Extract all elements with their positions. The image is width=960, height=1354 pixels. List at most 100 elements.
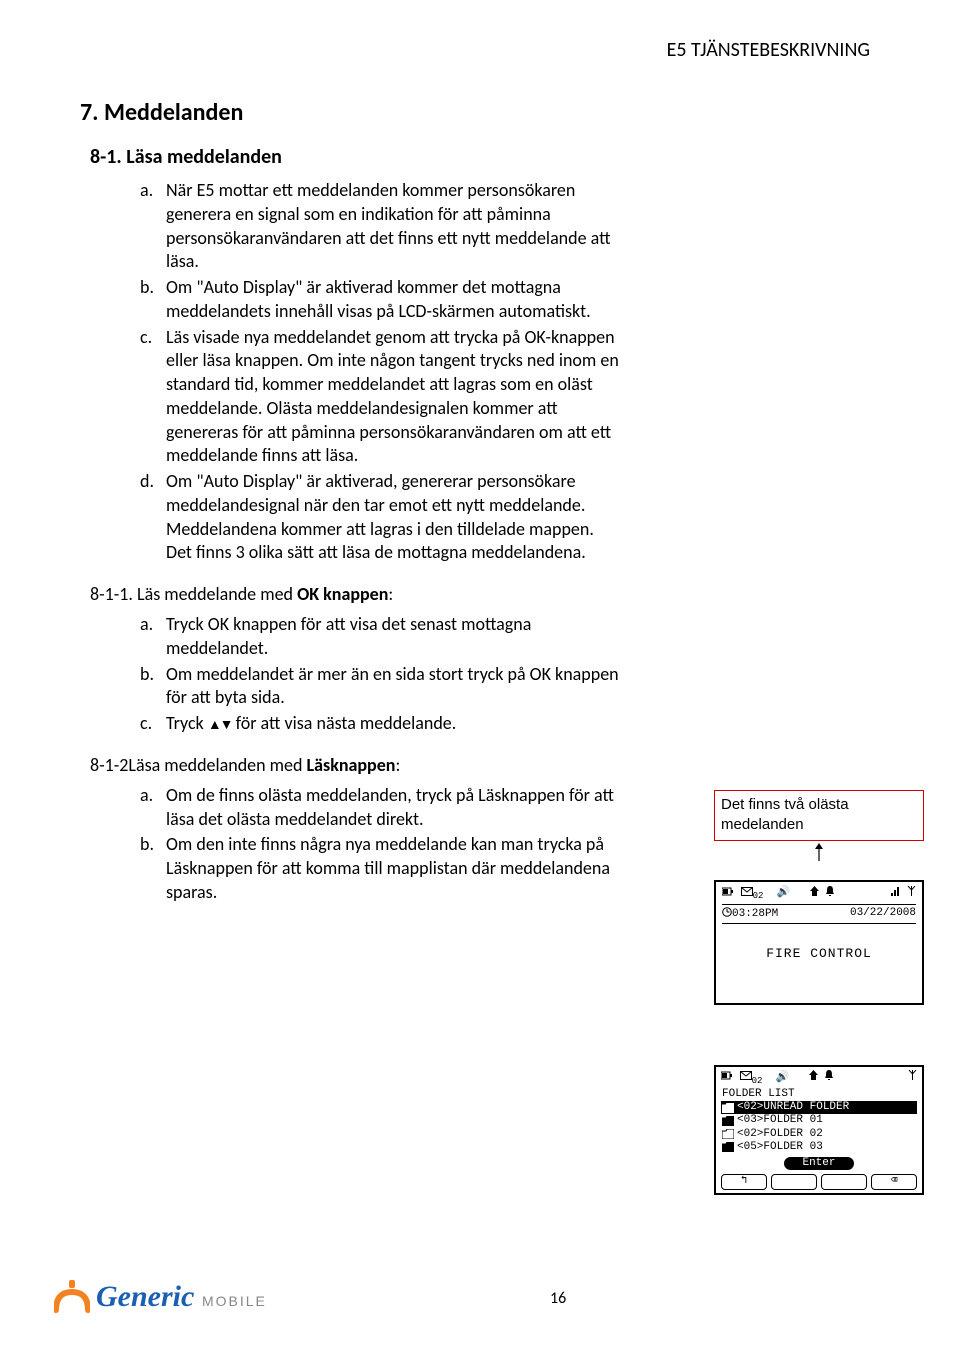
antenna-icon [908, 1070, 917, 1080]
home-icon [809, 1070, 818, 1080]
callout-box: Det finns två olästa medelanden [714, 790, 924, 841]
list-text: Om den inte finns några nya meddelande k… [166, 833, 610, 903]
section-8-1-1-title: 8-1-1. Läs meddelande med OK knappen: [90, 583, 620, 605]
brand-sub: MOBILE [202, 1293, 267, 1309]
list-8-1-1: a.Tryck OK knappen för att visa det sena… [140, 613, 620, 736]
list-marker: b. [140, 276, 154, 300]
lcd2-folder-list: <02>UNREAD FOLDER<03>FOLDER 01<02>FOLDER… [721, 1101, 917, 1154]
speaker-icon: 🔊 [776, 1072, 790, 1084]
lcd2-softkey-row: ↰ ⌫ [721, 1174, 917, 1190]
callout-line2: medelanden [721, 815, 917, 835]
bell-icon [826, 886, 834, 896]
lcd2-folder-item: <02>FOLDER 02 [721, 1128, 917, 1141]
lcd-status-left: 02 🔊 [722, 886, 834, 902]
folder-icon [722, 1142, 734, 1152]
list-marker: d. [140, 470, 154, 494]
antenna-icon [907, 886, 916, 896]
lcd2-folder-item: <02>UNREAD FOLDER [721, 1101, 917, 1114]
list-text: Om "Auto Display" är aktiverad, generera… [166, 470, 594, 563]
list-item: d. Om "Auto Display" är aktiverad, genere… [140, 470, 620, 565]
logo-text: Generic MOBILE [96, 1280, 267, 1314]
content-column: 8-1. Läsa meddelanden a. När E5 mottar et… [80, 145, 620, 905]
list-marker: c. [140, 712, 152, 736]
lcd2-enter-label: Enter [784, 1157, 853, 1170]
signal-icon [891, 886, 900, 896]
text-pre: Tryck [166, 712, 208, 734]
folder-icon [722, 1103, 734, 1113]
lcd-status-bar: 02 🔊 [722, 886, 916, 905]
lcd-time-row: 03:28PM 03/22/2008 [722, 907, 916, 924]
list-text: Tryck ▲▼ för att visa nästa meddelande. [166, 712, 456, 734]
list-text: Läs visade nya meddelandet genom att try… [166, 326, 619, 467]
softkey-delete: ⌫ [871, 1174, 917, 1190]
page-number: 16 [550, 1289, 566, 1308]
list-text: Om meddelandet är mer än en sida stort t… [166, 663, 619, 709]
list-text: När E5 mottar ett meddelanden kommer per… [166, 179, 611, 272]
lcd-date: 03/22/2008 [850, 907, 916, 921]
callout-line1: Det finns två olästa [721, 795, 917, 815]
list-item: b. Om meddelandet är mer än en sida stort… [140, 663, 620, 711]
folder-label: <02>FOLDER 02 [737, 1128, 823, 1141]
text-post: för att visa nästa meddelande. [232, 712, 457, 734]
section-8-1-title: 8-1. Läsa meddelanden [90, 145, 620, 169]
lcd2-unread-count: 02 [752, 1076, 763, 1086]
list-item: a.Tryck OK knappen för att visa det sena… [140, 613, 620, 661]
title-post: : [395, 754, 400, 776]
document-header: E5 TJÄNSTEBESKRIVNING [667, 38, 870, 62]
lcd-message-body: FIRE CONTROL [722, 946, 916, 962]
footer-logo: Generic MOBILE [54, 1280, 267, 1314]
title-pre: 8-1-1. Läs meddelande med [90, 583, 297, 605]
lcd-screen-folders: 02 🔊 FOLDER LIST <02>UNREAD FOLDER<03>FO… [714, 1065, 924, 1195]
list-8-1: a. När E5 mottar ett meddelanden kommer p… [140, 179, 620, 565]
brand-name: Generic [96, 1280, 194, 1313]
list-8-1-2: a. Om de finns olästa meddelanden, tryck … [140, 784, 620, 905]
softkey-back: ↰ [721, 1174, 767, 1190]
battery-icon [721, 1071, 733, 1080]
softkey-3 [821, 1174, 867, 1190]
title-pre: 8-1-2Läsa meddelanden med [90, 754, 307, 776]
clock-icon [722, 907, 732, 917]
section-8-1-2-title: 8-1-2Läsa meddelanden med Läsknappen: [90, 754, 620, 776]
logo-icon [54, 1280, 90, 1314]
speaker-icon: 🔊 [777, 887, 791, 899]
lcd-status-right [891, 886, 916, 902]
bell-icon [825, 1070, 833, 1080]
lcd-time-text: 03:28PM [732, 908, 778, 920]
list-marker: b. [140, 833, 154, 857]
folder-label: <02>UNREAD FOLDER [737, 1101, 849, 1114]
folder-label: <05>FOLDER 03 [737, 1141, 823, 1154]
list-marker: a. [140, 179, 153, 203]
softkey-2 [771, 1174, 817, 1190]
envelope-icon [741, 887, 753, 896]
list-marker: b. [140, 663, 154, 687]
list-item: b. Om "Auto Display" är aktiverad kommer … [140, 276, 620, 324]
lcd2-status-left: 02 🔊 [721, 1070, 833, 1087]
up-down-triangle-icon: ▲▼ [208, 716, 232, 734]
battery-icon [722, 887, 734, 896]
title-bold: Läsknappen [307, 754, 396, 776]
home-icon [810, 886, 819, 896]
section-7-title: 7. Meddelanden [80, 98, 870, 127]
folder-icon [722, 1116, 734, 1126]
lcd-unread-count: 02 [753, 891, 764, 901]
list-item: a. När E5 mottar ett meddelanden kommer p… [140, 179, 620, 274]
folder-icon [722, 1129, 734, 1139]
list-marker: a. [140, 784, 153, 808]
lcd2-status-right [908, 1070, 917, 1087]
list-item: c.Läs visade nya meddelandet genom att t… [140, 326, 620, 469]
list-text: Tryck OK knappen för att visa det senast… [166, 613, 531, 659]
lcd2-folder-item: <03>FOLDER 01 [721, 1114, 917, 1127]
envelope-icon [740, 1071, 752, 1080]
list-item: a. Om de finns olästa meddelanden, tryck … [140, 784, 620, 832]
lcd2-status-bar: 02 🔊 [721, 1070, 917, 1088]
lcd2-folder-item: <05>FOLDER 03 [721, 1141, 917, 1154]
list-item: c. Tryck ▲▼ för att visa nästa meddeland… [140, 712, 620, 736]
list-text: Om "Auto Display" är aktiverad kommer de… [166, 276, 591, 322]
callout: Det finns två olästa medelanden [714, 790, 924, 870]
lcd-screen-message: 02 🔊 03:28PM 03/22/2008 FIRE CONTROL [714, 880, 924, 1005]
list-text: Om de finns olästa meddelanden, tryck på… [166, 784, 614, 830]
arrow-up-icon [714, 843, 924, 866]
lcd2-folder-title: FOLDER LIST [721, 1088, 917, 1101]
list-item: b. Om den inte finns några nya meddelande… [140, 833, 620, 904]
title-bold: OK knappen [297, 583, 388, 605]
